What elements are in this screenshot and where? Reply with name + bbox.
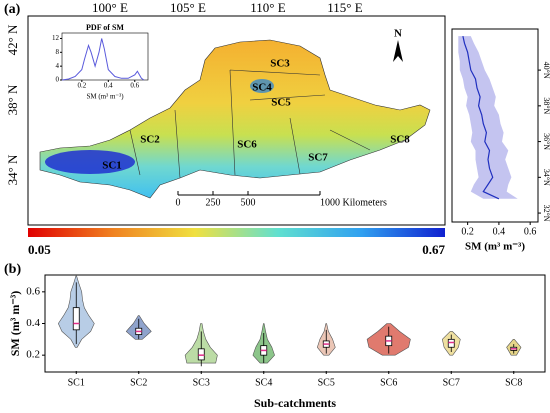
- x-tick-label: 0.2: [77, 82, 86, 90]
- inset-frame: [61, 32, 149, 81]
- x-tick-label: SC8: [505, 377, 522, 388]
- sc4-wet-area: [250, 79, 274, 93]
- scale-label: 0: [176, 197, 181, 208]
- box: [72, 307, 80, 331]
- panel-label: (a): [4, 2, 21, 17]
- region-label: SC6: [237, 139, 257, 151]
- y-tick-label: 32°N: [542, 205, 550, 222]
- region-label: SC8: [390, 134, 410, 146]
- x-tick-label: 0.4: [493, 226, 506, 237]
- region-label: SC3: [270, 58, 290, 70]
- x-axis-label: SM (m³ m⁻³): [465, 241, 525, 253]
- y-tick-label: 34°N: [542, 169, 550, 186]
- lat-label: 34° N: [5, 154, 20, 185]
- x-tick-label: SC6: [380, 377, 397, 388]
- x-tick-label: SC1: [68, 377, 85, 388]
- north-arrow: [393, 40, 403, 62]
- x-tick-label: SC7: [443, 377, 460, 388]
- x-tick-label: 0.6: [130, 82, 139, 90]
- x-tick-label: 0.4: [104, 82, 113, 90]
- lat-label: 42° N: [5, 24, 20, 55]
- colorbar-max: 0.67: [422, 242, 445, 257]
- violin-frame: [44, 274, 546, 373]
- inset-x-label: SM (m³ m⁻³): [86, 93, 124, 101]
- north-label: N: [394, 28, 402, 40]
- box: [447, 338, 455, 348]
- x-tick-label: SC5: [318, 377, 335, 388]
- y-tick-label: 0: [56, 76, 60, 84]
- y-tick-label: 8: [56, 48, 60, 56]
- colorbar: [28, 228, 445, 237]
- y-axis-label: SM (m³ m⁻³): [8, 291, 22, 357]
- catchment-borders: [129, 69, 371, 179]
- box: [197, 348, 205, 361]
- y-tick-label: 36°N: [542, 133, 550, 150]
- lon-label: 110° E: [250, 0, 285, 15]
- x-axis-label: Sub-catchments: [254, 396, 336, 410]
- y-tick-label: 40°N: [542, 62, 550, 79]
- x-tick-label: 0.6: [524, 226, 537, 237]
- lon-label: 105° E: [170, 0, 206, 15]
- lon-label: 100° E: [92, 0, 128, 15]
- panel-label: (b): [4, 262, 21, 277]
- region-label: SC1: [102, 160, 122, 172]
- x-tick-label: 0.2: [461, 226, 474, 237]
- lat-label: 38° N: [5, 84, 20, 115]
- scale-label: 250: [206, 197, 221, 208]
- y-tick-label: 12: [52, 34, 60, 42]
- x-tick-label: SC3: [193, 377, 210, 388]
- lon-label: 115° E: [327, 0, 362, 15]
- region-label: SC2: [140, 134, 160, 146]
- x-tick-label: SC4: [255, 377, 272, 388]
- inset-title: PDF of SM: [86, 23, 124, 32]
- y-tick-label: 0.2: [26, 349, 40, 361]
- x-tick-label: SC2: [130, 377, 147, 388]
- region-label: SC4: [252, 82, 272, 94]
- sc1-wet-area: [45, 150, 135, 174]
- region-label: SC7: [308, 152, 328, 164]
- region-label: SC5: [271, 97, 291, 109]
- y-tick-label: 0.6: [26, 285, 40, 297]
- profile-line: [462, 35, 500, 200]
- profile-frame: [451, 28, 539, 223]
- pdf-line: [61, 38, 145, 81]
- y-tick-label: 4: [56, 62, 60, 70]
- scale-label: 500: [241, 197, 256, 208]
- y-tick-label: 38°N: [542, 97, 550, 114]
- scale-label: 1000 Kilometers: [320, 197, 387, 208]
- basin: [39, 39, 431, 199]
- band: [458, 36, 518, 199]
- y-tick-label: 0.4: [26, 317, 40, 329]
- colorbar-min: 0.05: [28, 242, 51, 257]
